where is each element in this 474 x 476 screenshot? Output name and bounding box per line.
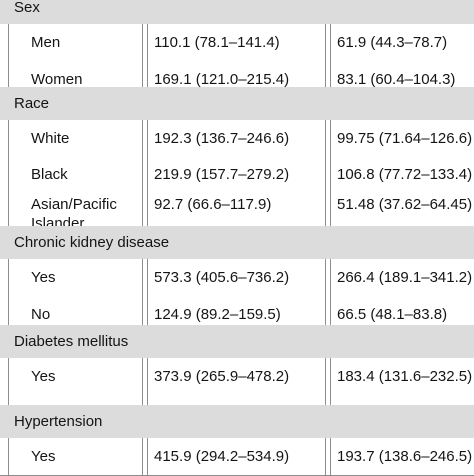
table-row: White 192.3 (136.7–246.6) 99.75 (71.64–126… bbox=[0, 120, 474, 156]
value-cell-col2-text: 183.4 (131.6–232.5) bbox=[337, 367, 473, 385]
value-cell-col2: 83.1 (60.4–104.3) bbox=[325, 61, 474, 98]
value-cell-col1-text: 219.9 (157.7–279.2) bbox=[154, 165, 290, 183]
value-cell-col2-text: 106.8 (77.72–133.4) bbox=[337, 165, 473, 183]
row-name-cell-text: Yes bbox=[31, 448, 56, 465]
value-cell-col1: 415.9 (294.2–534.9) bbox=[142, 438, 331, 475]
section-label: Hypertension bbox=[14, 413, 103, 430]
row-name-cell-text: White bbox=[31, 129, 70, 147]
value-cell-col1: 219.9 (157.7–279.2) bbox=[142, 156, 331, 192]
row-name-cell: No bbox=[8, 296, 148, 333]
row-name-cell: Yes bbox=[8, 438, 148, 475]
row-name-cell: Yes bbox=[8, 358, 148, 394]
value-cell-col2: 193.7 (138.6–246.5) bbox=[325, 438, 474, 475]
table-row: Yes 573.3 (405.6–736.2) 266.4 (189.1–341.2… bbox=[0, 259, 474, 296]
value-cell-col2-text: 83.1 (60.4–104.3) bbox=[337, 71, 456, 88]
value-cell-col1-text: 169.1 (121.0–215.4) bbox=[154, 71, 290, 88]
section-header-row: Diabetes mellitus bbox=[0, 325, 474, 358]
value-cell-col1: 124.9 (89.2–159.5) bbox=[142, 296, 331, 333]
value-cell-col1-text: 124.9 (89.2–159.5) bbox=[154, 306, 281, 323]
section-label: Race bbox=[14, 95, 50, 112]
row-name-cell-text: Men bbox=[31, 34, 61, 51]
value-cell-col2: 183.4 (131.6–232.5) bbox=[325, 358, 474, 394]
value-cell-col1: 92.7 (66.6–117.9) bbox=[142, 192, 331, 249]
table-row: Black 219.9 (157.7–279.2) 106.8 (77.72–133… bbox=[0, 156, 474, 192]
table-row: Women 169.1 (121.0–215.4) 83.1 (60.4–104.3… bbox=[0, 61, 474, 98]
row-name-cell: Men bbox=[8, 24, 148, 61]
row-name-cell-text: Black bbox=[31, 165, 68, 183]
value-cell-col2-text: 51.48 (37.62–64.45) bbox=[337, 196, 473, 213]
section-label: Diabetes mellitus bbox=[14, 333, 129, 350]
value-cell-col1-text: 415.9 (294.2–534.9) bbox=[154, 448, 290, 465]
section-header-row: Race bbox=[0, 87, 474, 120]
value-cell-col2-text: 99.75 (71.64–126.6) bbox=[337, 129, 473, 147]
row-name-cell: Women bbox=[8, 61, 148, 98]
row-name-cell-text: Yes bbox=[31, 269, 56, 286]
value-cell-col2: 51.48 (37.62–64.45) bbox=[325, 192, 474, 249]
section-header-row: Chronic kidney disease bbox=[0, 226, 474, 259]
value-cell-col1-text: 573.3 (405.6–736.2) bbox=[154, 269, 290, 286]
value-cell-col2: 266.4 (189.1–341.2) bbox=[325, 259, 474, 296]
value-cell-col1-text: 110.1 (78.1–141.4) bbox=[154, 34, 280, 51]
value-cell-col2-text: 61.9 (44.3–78.7) bbox=[337, 34, 448, 51]
row-name-cell: Black bbox=[8, 156, 148, 192]
value-cell-col2-text: 193.7 (138.6–246.5) bbox=[337, 448, 473, 465]
value-cell-col2: 66.5 (48.1–83.8) bbox=[325, 296, 474, 333]
value-cell-col1: 373.9 (265.9–478.2) bbox=[142, 358, 331, 394]
value-cell-col2-text: 266.4 (189.1–341.2) bbox=[337, 269, 473, 286]
row-name-cell: White bbox=[8, 120, 148, 156]
table-row: Yes 415.9 (294.2–534.9) 193.7 (138.6–246.5… bbox=[0, 438, 474, 475]
value-cell-col1-text: 92.7 (66.6–117.9) bbox=[154, 196, 272, 213]
value-cell-col1: 573.3 (405.6–736.2) bbox=[142, 259, 331, 296]
section-label: Chronic kidney disease bbox=[14, 234, 170, 251]
value-cell-col1: 110.1 (78.1–141.4) bbox=[142, 24, 331, 61]
value-cell-col1-text: 373.9 (265.9–478.2) bbox=[154, 367, 290, 385]
row-name-cell-text: Women bbox=[31, 71, 83, 88]
section-label: Sex bbox=[14, 0, 40, 16]
table-row: Yes 373.9 (265.9–478.2) 183.4 (131.6–232.5… bbox=[0, 358, 474, 394]
value-cell-col1: 192.3 (136.7–246.6) bbox=[142, 120, 331, 156]
value-cell-col2-text: 66.5 (48.1–83.8) bbox=[337, 306, 448, 323]
section-header-row: Hypertension bbox=[0, 405, 474, 438]
value-cell-col2: 99.75 (71.64–126.6) bbox=[325, 120, 474, 156]
row-name-cell: Yes bbox=[8, 259, 148, 296]
row-name-cell-text: Yes bbox=[31, 367, 56, 385]
value-cell-col2: 61.9 (44.3–78.7) bbox=[325, 24, 474, 61]
row-name-cell-text: No bbox=[31, 306, 51, 323]
value-cell-col1: 169.1 (121.0–215.4) bbox=[142, 61, 331, 98]
value-cell-col2: 106.8 (77.72–133.4) bbox=[325, 156, 474, 192]
table-row: Men 110.1 (78.1–141.4) 61.9 (44.3–78.7) bbox=[0, 24, 474, 61]
section-header-row: Sex bbox=[0, 0, 474, 24]
value-cell-col1-text: 192.3 (136.7–246.6) bbox=[154, 129, 290, 147]
